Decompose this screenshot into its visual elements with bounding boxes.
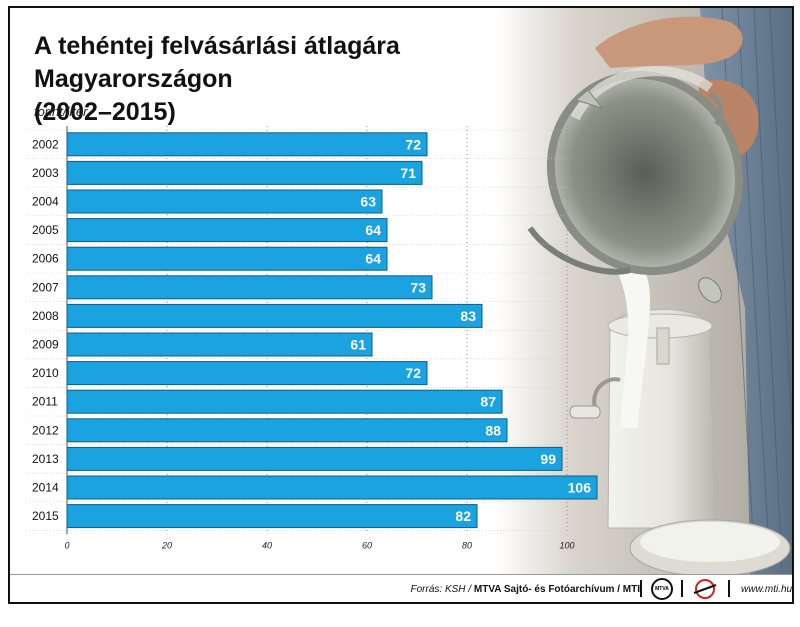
title-line-2: (2002–2015) bbox=[34, 98, 176, 126]
x-tick-label: 100 bbox=[559, 540, 574, 550]
data-label: 72 bbox=[405, 136, 421, 152]
data-label: 72 bbox=[405, 365, 421, 381]
y-tick-label: 2006 bbox=[32, 252, 59, 266]
data-label: 64 bbox=[365, 251, 381, 267]
data-label: 99 bbox=[540, 451, 556, 467]
y-tick-label: 2014 bbox=[32, 481, 59, 495]
chart-title: A tehéntej felvásárlási átlagára Magyaro… bbox=[34, 30, 574, 129]
infographic-frame: A tehéntej felvásárlási átlagára Magyaro… bbox=[8, 6, 794, 604]
bar bbox=[66, 418, 508, 443]
y-tick-label: 2009 bbox=[32, 338, 59, 352]
bar bbox=[66, 389, 503, 414]
y-tick-label: 2015 bbox=[32, 509, 59, 523]
bar bbox=[66, 275, 433, 300]
bar bbox=[66, 475, 598, 500]
bar bbox=[66, 218, 388, 243]
y-tick-label: 2007 bbox=[32, 280, 59, 294]
footer: Forrás: KSH / MTVA Sajtó- és Fotóarchívu… bbox=[10, 574, 793, 602]
data-label: 63 bbox=[360, 194, 376, 210]
source-line: Forrás: KSH / MTVA Sajtó- és Fotóarchívu… bbox=[411, 584, 640, 595]
footer-separator bbox=[681, 580, 683, 597]
x-tick-label: 40 bbox=[262, 540, 272, 550]
data-label: 106 bbox=[568, 480, 592, 496]
data-label: 73 bbox=[410, 279, 426, 295]
y-tick-label: 2002 bbox=[32, 137, 59, 151]
source-prefix: Forrás: KSH / bbox=[410, 584, 474, 595]
website-link[interactable]: www.mti.hu bbox=[741, 584, 793, 595]
y-tick-label: 2004 bbox=[32, 195, 59, 209]
mtva-logo-text: MTVA bbox=[655, 586, 669, 592]
data-label: 88 bbox=[485, 422, 501, 438]
bar bbox=[66, 332, 373, 357]
y-tick-label: 2012 bbox=[32, 423, 59, 437]
bar bbox=[66, 303, 483, 328]
data-label: 82 bbox=[455, 508, 471, 524]
mti-logo-icon bbox=[693, 579, 717, 599]
data-label: 87 bbox=[480, 394, 496, 410]
source-agency: MTVA Sajtó- és Fotóarchívum / MTI bbox=[473, 584, 640, 595]
y-tick-label: 2005 bbox=[32, 223, 59, 237]
footer-separator bbox=[640, 580, 642, 597]
data-label: 61 bbox=[350, 337, 366, 353]
y-tick-label: 2010 bbox=[32, 366, 59, 380]
data-label: 71 bbox=[400, 165, 416, 181]
bar bbox=[66, 189, 383, 214]
x-tick-label: 0 bbox=[64, 540, 69, 550]
unit-label: forint/liter bbox=[34, 104, 88, 119]
data-label: 83 bbox=[460, 308, 476, 324]
footer-separator bbox=[728, 580, 730, 597]
y-tick-label: 2008 bbox=[32, 309, 59, 323]
bar bbox=[66, 446, 563, 471]
y-tick-label: 2011 bbox=[32, 395, 58, 409]
x-tick-label: 60 bbox=[362, 540, 372, 550]
x-tick-label: 20 bbox=[161, 540, 172, 550]
bar bbox=[66, 504, 478, 529]
mtva-logo-icon: MTVA bbox=[651, 578, 673, 600]
x-tick-label: 80 bbox=[462, 540, 472, 550]
title-line-1: A tehéntej felvásárlási átlagára Magyaro… bbox=[34, 32, 400, 93]
bar bbox=[66, 246, 388, 271]
bar bbox=[66, 132, 428, 157]
data-label: 64 bbox=[365, 222, 381, 238]
bar bbox=[66, 160, 423, 185]
y-tick-label: 2003 bbox=[32, 166, 59, 180]
bar bbox=[66, 361, 428, 386]
y-tick-label: 2013 bbox=[32, 452, 59, 466]
